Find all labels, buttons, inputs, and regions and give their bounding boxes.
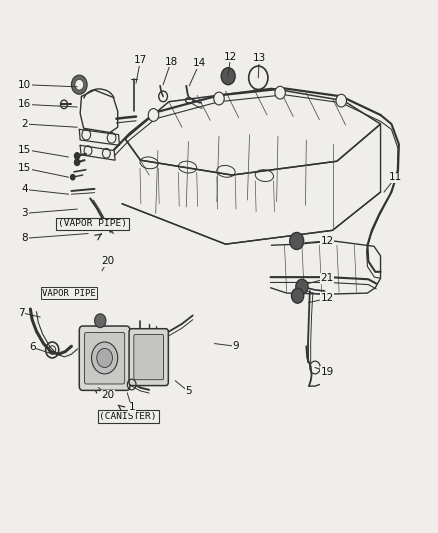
Circle shape	[71, 75, 87, 94]
Text: (VAPOR PIPE): (VAPOR PIPE)	[58, 220, 127, 229]
Text: 2: 2	[21, 119, 28, 129]
Circle shape	[74, 153, 80, 159]
Circle shape	[75, 79, 84, 90]
Text: 13: 13	[253, 53, 266, 63]
Text: 16: 16	[18, 99, 32, 109]
Circle shape	[336, 94, 346, 107]
Text: 11: 11	[389, 172, 403, 182]
FancyBboxPatch shape	[129, 329, 168, 385]
Text: 12: 12	[321, 293, 334, 303]
Text: 15: 15	[18, 163, 32, 173]
Text: 20: 20	[101, 256, 114, 266]
Text: 18: 18	[164, 57, 177, 67]
Circle shape	[148, 109, 159, 122]
Text: 1: 1	[128, 402, 135, 413]
Text: 10: 10	[18, 80, 31, 90]
Text: 14: 14	[193, 59, 206, 68]
Circle shape	[291, 288, 304, 303]
Text: 8: 8	[21, 233, 28, 244]
Text: 4: 4	[21, 184, 28, 195]
Circle shape	[221, 68, 235, 85]
FancyBboxPatch shape	[85, 333, 125, 384]
Text: 19: 19	[321, 367, 334, 377]
Text: 6: 6	[29, 342, 35, 352]
Text: 17: 17	[134, 55, 147, 65]
FancyBboxPatch shape	[79, 326, 130, 390]
Circle shape	[275, 86, 286, 99]
Circle shape	[214, 92, 224, 105]
Text: 9: 9	[232, 341, 239, 351]
Circle shape	[95, 314, 106, 328]
Text: 21: 21	[321, 273, 334, 283]
Text: 15: 15	[18, 144, 32, 155]
Text: (CANISTER): (CANISTER)	[99, 412, 157, 421]
Circle shape	[74, 159, 80, 165]
Circle shape	[92, 342, 118, 374]
Circle shape	[97, 349, 113, 368]
Text: 12: 12	[321, 236, 334, 246]
Text: 7: 7	[18, 308, 25, 318]
Text: VAPOR PIPE: VAPOR PIPE	[42, 288, 96, 297]
Text: 12: 12	[224, 52, 237, 61]
Circle shape	[71, 174, 75, 180]
Circle shape	[290, 232, 304, 249]
Circle shape	[296, 279, 308, 294]
Text: 3: 3	[21, 208, 28, 219]
Circle shape	[88, 377, 99, 390]
Text: 20: 20	[101, 390, 114, 400]
FancyBboxPatch shape	[134, 335, 163, 379]
Text: 5: 5	[185, 386, 192, 397]
